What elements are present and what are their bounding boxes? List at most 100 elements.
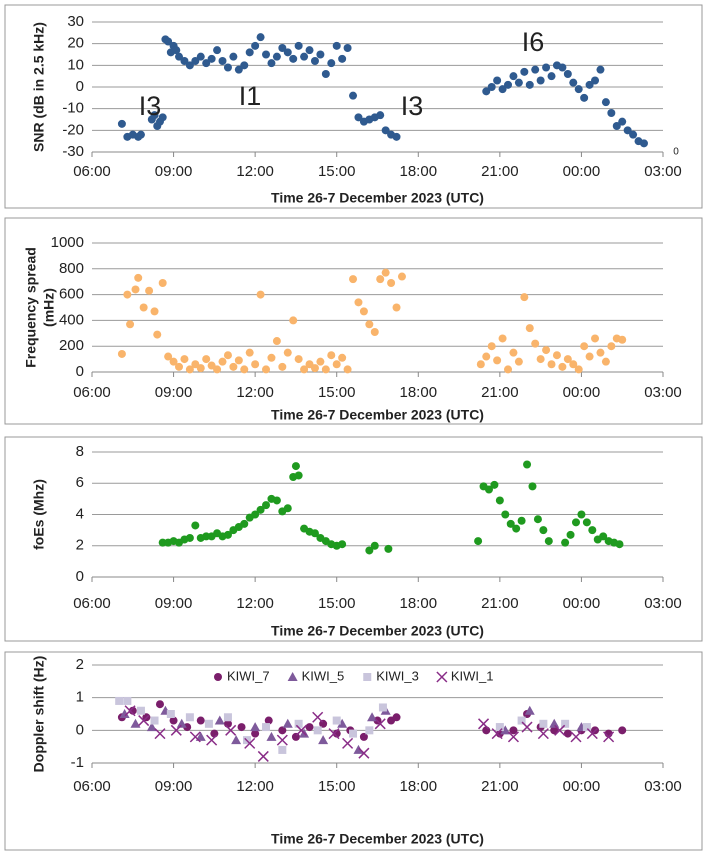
data-point [378,703,387,712]
data-point [240,365,249,374]
data-point [566,530,575,539]
data-point [202,59,211,68]
data-point [514,78,523,87]
data-point [574,365,583,374]
legend-marker [214,673,222,681]
panel-frame [4,217,703,425]
x-tick-label: 00:00 [563,384,601,401]
x-tick-label: 15:00 [318,778,356,795]
data-point [520,67,529,76]
data-point [392,132,401,141]
annotation: 0 [673,147,679,158]
data-point [487,83,496,91]
data-point [585,352,594,361]
data-point [582,518,591,527]
data-point [493,356,502,365]
data-point [202,355,211,364]
x-tick-label: 18:00 [400,778,438,795]
data-point [506,519,515,528]
data-point [599,532,608,541]
data-point [544,537,553,546]
y-tick-label: -20 [62,121,84,138]
data-point [229,52,238,61]
data-point [554,724,566,736]
data-point [582,723,591,732]
data-point [542,63,551,72]
data-point [343,365,352,374]
legend-label: KIWI_3 [376,668,419,683]
data-point [327,59,336,68]
data-point [126,320,135,329]
data-point [536,355,545,364]
data-point [175,52,184,61]
data-point [257,750,269,762]
data-point [577,510,586,519]
data-point [206,734,218,746]
data-point [218,357,227,366]
data-point [387,278,396,287]
data-point [207,54,216,63]
data-point [283,48,292,57]
data-point [146,722,157,732]
data-point [123,696,132,705]
data-point [240,61,249,70]
y-tick-label: 800 [59,260,84,277]
data-point [639,139,648,148]
data-point [283,504,292,513]
y-tick-label: 20 [67,35,84,52]
legend-marker [436,671,448,683]
data-point [272,337,281,346]
data-point [231,735,242,745]
y-tick-label: 2 [76,537,84,554]
data-point [272,52,281,61]
data-point [223,713,232,722]
data-point [561,538,570,547]
data-point [354,113,363,122]
data-point [191,521,200,530]
data-point [278,362,287,371]
data-point [115,696,124,705]
data-point [117,349,126,358]
x-tick-label: 12:00 [236,384,274,401]
data-point [256,33,265,42]
data-point [185,365,194,374]
x-tick-label: 18:00 [400,595,438,612]
data-point [629,130,638,139]
data-point [262,365,271,374]
panel-frame [4,4,703,209]
data-point [119,709,130,718]
data-point [603,731,615,743]
data-point [547,360,556,369]
data-point [517,516,526,525]
x-axis-label: Time 26-7 December 2023 (UTC) [271,407,484,423]
data-point [175,362,184,371]
data-point [176,718,187,728]
x-tick-label: 09:00 [155,595,193,612]
data-point [558,63,567,72]
data-point [618,726,627,735]
data-point [289,316,298,325]
data-point [244,737,256,749]
data-point [500,725,511,735]
data-point [251,729,260,738]
x-tick-label: 12:00 [236,595,274,612]
data-point [365,546,374,555]
data-point [563,70,572,78]
data-point [123,290,132,299]
data-point [245,48,254,57]
data-point [381,268,390,277]
data-point [349,91,358,100]
data-point [607,342,616,351]
legend-marker [287,672,298,681]
data-point [623,126,632,135]
data-point [250,722,261,732]
data-point [338,353,347,362]
data-point [318,735,329,745]
data-point [214,715,225,725]
data-point [343,44,352,52]
annotation: I3 [401,91,424,121]
x-axis-label: Time 26-7 December 2023 (UTC) [271,623,484,639]
data-point [283,348,292,357]
data-point [539,719,548,728]
data-point [539,526,548,535]
